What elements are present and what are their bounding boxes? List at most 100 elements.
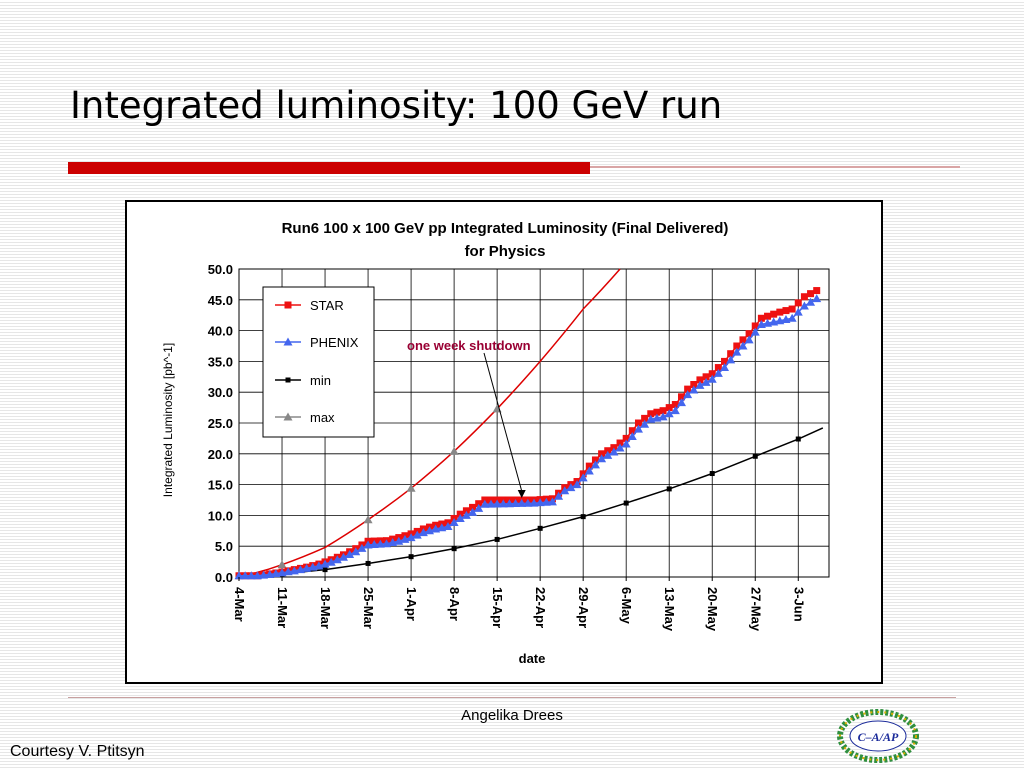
y-tick-label: 40.0: [208, 324, 233, 339]
x-tick-label: 22-Apr: [533, 587, 548, 628]
series-point: [498, 499, 508, 508]
series-phenix: [234, 294, 822, 580]
series-point: [776, 308, 784, 316]
series-point: [701, 377, 711, 386]
series-point: [621, 439, 631, 448]
series-point: [732, 347, 742, 356]
series-point: [572, 480, 582, 489]
title-accent-bar: [68, 162, 590, 174]
series-point: [813, 287, 821, 295]
series-point: [640, 419, 650, 428]
logo-text: C–A/AP: [858, 730, 899, 744]
legend-items: [275, 301, 301, 421]
series-point: [604, 447, 612, 455]
series-point: [338, 552, 348, 561]
series-point: [486, 499, 496, 508]
series-point: [689, 385, 699, 394]
series-point: [739, 336, 747, 344]
luminosity-chart: 0.0 5.0 10.0 15.0 20.0 25.0 30.0 35.0 40.0 45.0 50…: [161, 220, 830, 666]
series-point: [363, 540, 373, 549]
series-point: [744, 335, 754, 344]
footer-divider: [68, 697, 956, 698]
y-axis-label: Integrated Luminosity [pb^-1]: [161, 343, 175, 497]
series-point: [580, 514, 586, 520]
series-point: [357, 543, 367, 552]
series-point: [560, 486, 570, 495]
series-point: [684, 385, 692, 393]
series-point: [720, 363, 730, 372]
series-point: [554, 491, 564, 500]
series-point: [799, 301, 809, 310]
chart-frame: 0.0 5.0 10.0 15.0 20.0 25.0 30.0 35.0 40.0 45.0 50…: [125, 200, 883, 684]
series-point: [752, 453, 758, 459]
series-point: [628, 427, 636, 435]
series-point: [566, 483, 576, 492]
y-tick-label: 20.0: [208, 447, 233, 462]
series-point: [408, 554, 414, 560]
chart-legend: STAR PHENIX min max: [262, 286, 375, 438]
chart-title: Run6 100 x 100 GeV pp Integrated Luminos…: [282, 220, 729, 237]
series-point: [750, 327, 760, 336]
legend-label-max: max: [310, 410, 335, 425]
chart-ticks: 0.0 5.0 10.0 15.0 20.0 25.0 30.0 35.0 40.0 45.0 50…: [208, 262, 807, 632]
x-tick-label: 20-May: [705, 587, 720, 632]
series-point: [412, 530, 422, 539]
footer-credit: Courtesy V. Ptitsyn: [10, 743, 145, 760]
series-point: [474, 503, 484, 512]
series-point: [709, 471, 715, 477]
series-point: [678, 393, 685, 401]
series-point: [449, 446, 459, 455]
series-point: [462, 507, 470, 515]
x-tick-label: 15-Apr: [490, 587, 505, 628]
series-point: [714, 364, 722, 372]
series-point: [658, 412, 668, 421]
series-point: [455, 513, 465, 522]
series-point: [647, 410, 655, 418]
legend-label-min: min: [310, 373, 331, 388]
legend-label-star: STAR: [310, 298, 344, 313]
series-point: [469, 503, 477, 511]
chart-series: [234, 268, 824, 580]
series-point: [726, 355, 736, 364]
series-point: [793, 307, 803, 316]
series-point: [603, 450, 613, 459]
series-point: [492, 499, 502, 508]
series-point: [259, 570, 269, 579]
series-point: [468, 507, 478, 516]
title-accent-line: [590, 166, 960, 168]
y-tick-label: 10.0: [208, 508, 233, 523]
series-point: [794, 299, 802, 307]
series-point: [406, 533, 416, 542]
chart-subtitle: for Physics: [465, 243, 546, 260]
series-point: [363, 515, 373, 524]
series-point: [584, 466, 594, 475]
x-tick-label: 11-Mar: [275, 587, 290, 628]
series-point: [449, 517, 459, 526]
x-tick-label: 4-Mar: [232, 587, 247, 622]
series-point: [332, 555, 342, 564]
y-tick-label: 30.0: [208, 385, 233, 400]
series-point: [578, 473, 588, 482]
slide-title: Integrated luminosity: 100 GeV run: [70, 84, 723, 127]
series-point: [523, 498, 533, 507]
series-point: [641, 414, 649, 422]
series-point: [696, 376, 704, 384]
legend-swatch-marker: [285, 377, 291, 383]
y-tick-label: 35.0: [208, 354, 233, 369]
y-tick-label: 45.0: [208, 293, 233, 308]
footer-author: Angelika Drees: [461, 707, 563, 724]
x-tick-label: 25-Mar: [361, 587, 376, 629]
series-point: [535, 498, 545, 507]
series-point: [517, 498, 527, 507]
series-point: [345, 550, 355, 559]
series-point: [787, 313, 797, 322]
series-point: [265, 570, 275, 579]
y-tick-label: 50.0: [208, 262, 233, 277]
x-tick-label: 8-Apr: [447, 587, 462, 621]
annotation-arrow: [483, 352, 523, 492]
legend-box: [262, 286, 375, 438]
series-point: [511, 499, 521, 508]
series-point: [271, 569, 281, 578]
y-tick-label: 15.0: [208, 478, 233, 493]
series-point: [702, 373, 710, 381]
